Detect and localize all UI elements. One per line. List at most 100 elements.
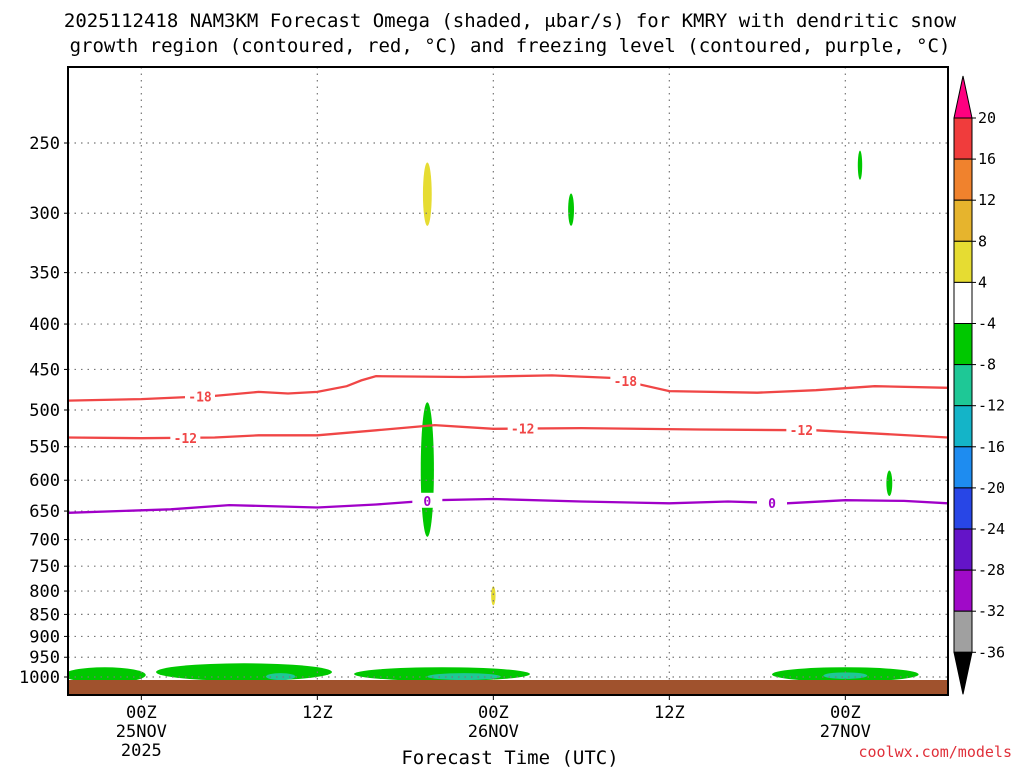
contour-label-freezing-level-1: 0 — [768, 497, 776, 512]
colorbar-box-16-to-12 — [953, 158, 973, 201]
y-axis: 2503003504004505005506006507007508008509… — [19, 134, 68, 688]
x-tick-label-24-1: 26NOV — [468, 722, 519, 742]
omega-region--4 — [857, 150, 863, 180]
colorbar-label-8: 8 — [978, 232, 987, 250]
y-tick-label-850: 850 — [29, 605, 60, 625]
contour-dendritic-upper — [68, 374, 948, 402]
grid-lines — [68, 67, 948, 695]
y-tick-label-300: 300 — [29, 204, 60, 224]
y-tick-label-750: 750 — [29, 557, 60, 577]
ground-surface — [68, 680, 948, 695]
colorbar-box-4-to--4 — [953, 281, 973, 324]
chart-title-line-1: 2025112418 NAM3KM Forecast Omega (shaded… — [64, 10, 957, 32]
contour-label-bg-freezing-level-0 — [412, 492, 443, 508]
colorbar-label-16: 16 — [978, 150, 996, 168]
contour-label-dendritic-lower-0: -12 — [174, 432, 197, 447]
colorbar-label-4: 4 — [978, 273, 987, 291]
omega-region--8 — [427, 673, 501, 681]
omega-region-4 — [488, 115, 507, 224]
x-tick-label-0-2: 2025 — [121, 741, 162, 761]
x-tick-label-36-0: 12Z — [654, 703, 685, 723]
contour-label-freezing-level-0: 0 — [423, 495, 431, 510]
colorbar-arrow-bottom — [953, 651, 973, 695]
colorbar-label--12: -12 — [978, 397, 1005, 415]
omega-region-4 — [458, 115, 470, 220]
y-tick-label-350: 350 — [29, 264, 60, 284]
y-tick-label-800: 800 — [29, 582, 60, 602]
colorbar-arrow-top — [953, 75, 973, 119]
plot-frame — [67, 66, 949, 696]
contour-label-dendritic-upper-0: -18 — [188, 391, 212, 406]
x-tick-label-0-1: 25NOV — [116, 722, 167, 742]
colorbar-box--16-to--20 — [953, 446, 973, 489]
colorbar-box-20-to-16 — [953, 117, 973, 160]
colorbar-box--12-to--16 — [953, 405, 973, 448]
colorbar-label--24: -24 — [978, 520, 1005, 538]
x-tick-label-48-1: 27NOV — [820, 722, 871, 742]
x-tick-label-12-0: 12Z — [302, 703, 333, 723]
colorbar-box--32-to--36 — [953, 610, 973, 653]
x-axis-label: Forecast Time (UTC) — [401, 747, 618, 768]
colorbar-label--32: -32 — [978, 602, 1005, 620]
x-tick-label-0-0: 00Z — [126, 703, 157, 723]
colorbar: 20 16 12 8 4 -4 -8 -12 -16 -20 -24 -28 -32 -36 — [953, 75, 1005, 695]
omega-region--4 — [420, 402, 434, 537]
colorbar-box--4-to--8 — [953, 323, 973, 366]
contour-label-bg-dendritic-lower-2 — [786, 422, 817, 438]
credit-text: coolwx.com/models — [858, 743, 1012, 761]
contour-label-bg-dendritic-upper-1 — [610, 373, 641, 389]
chart-title-line-2: growth region (contoured, red, °C) and f… — [70, 35, 951, 57]
colorbar-box-8-to-4 — [953, 240, 973, 283]
omega-region-4 — [339, 550, 369, 652]
y-tick-label-900: 900 — [29, 627, 60, 647]
contour-label-bg-dendritic-lower-0 — [170, 429, 201, 445]
omega-region--4 — [156, 663, 332, 681]
omega-region-4 — [242, 302, 269, 361]
omega-region-8 — [422, 162, 432, 226]
omega-region--8 — [823, 672, 868, 679]
y-tick-label-400: 400 — [29, 315, 60, 335]
omega-region-4 — [789, 644, 808, 654]
colorbar-box--24-to--28 — [953, 528, 973, 571]
colorbar-label--4: -4 — [978, 315, 996, 333]
colorbar-label-12: 12 — [978, 191, 996, 209]
contour-label-dendritic-lower-2: -12 — [790, 424, 813, 439]
y-tick-label-500: 500 — [29, 401, 60, 421]
omega-region-4 — [566, 614, 743, 656]
y-tick-label-600: 600 — [29, 471, 60, 491]
y-tick-label-1000: 1000 — [19, 668, 60, 688]
contour-label-bg-freezing-level-1 — [757, 494, 787, 510]
contour-label-bg-dendritic-upper-0 — [185, 388, 215, 404]
x-tick-label-48-0: 00Z — [830, 703, 861, 723]
colorbar-label--16: -16 — [978, 438, 1005, 456]
omega-region-4 — [97, 638, 127, 645]
omega-region--8 — [266, 673, 296, 681]
y-tick-label-950: 950 — [29, 648, 60, 668]
omega-region-4 — [202, 642, 256, 652]
contour-freezing-level — [68, 497, 948, 514]
omega-region-4 — [791, 618, 806, 628]
omega-region--4 — [68, 667, 146, 683]
y-tick-label-650: 650 — [29, 502, 60, 522]
colorbar-box--28-to--32 — [953, 569, 973, 612]
x-tick-label-24-0: 00Z — [478, 703, 509, 723]
y-tick-label-550: 550 — [29, 438, 60, 458]
contour-label-dendritic-lower-1: -12 — [511, 423, 534, 438]
omega-region--4 — [886, 470, 893, 496]
omega-region-4 — [579, 364, 598, 403]
colorbar-box--20-to--24 — [953, 487, 973, 530]
omega-shading — [68, 115, 948, 683]
omega-region-8 — [491, 586, 496, 606]
colorbar-box-12-to-8 — [953, 199, 973, 242]
colorbar-label--36: -36 — [978, 643, 1005, 661]
colorbar-label--8: -8 — [978, 356, 996, 374]
colorbar-label-20: 20 — [978, 109, 996, 127]
contour-label-bg-dendritic-lower-1 — [507, 420, 538, 436]
contour-dendritic-lower — [68, 423, 948, 440]
colorbar-label--28: -28 — [978, 561, 1005, 579]
omega-region-4 — [816, 623, 948, 652]
colorbar-label--20: -20 — [978, 479, 1005, 497]
y-tick-label-250: 250 — [29, 134, 60, 154]
